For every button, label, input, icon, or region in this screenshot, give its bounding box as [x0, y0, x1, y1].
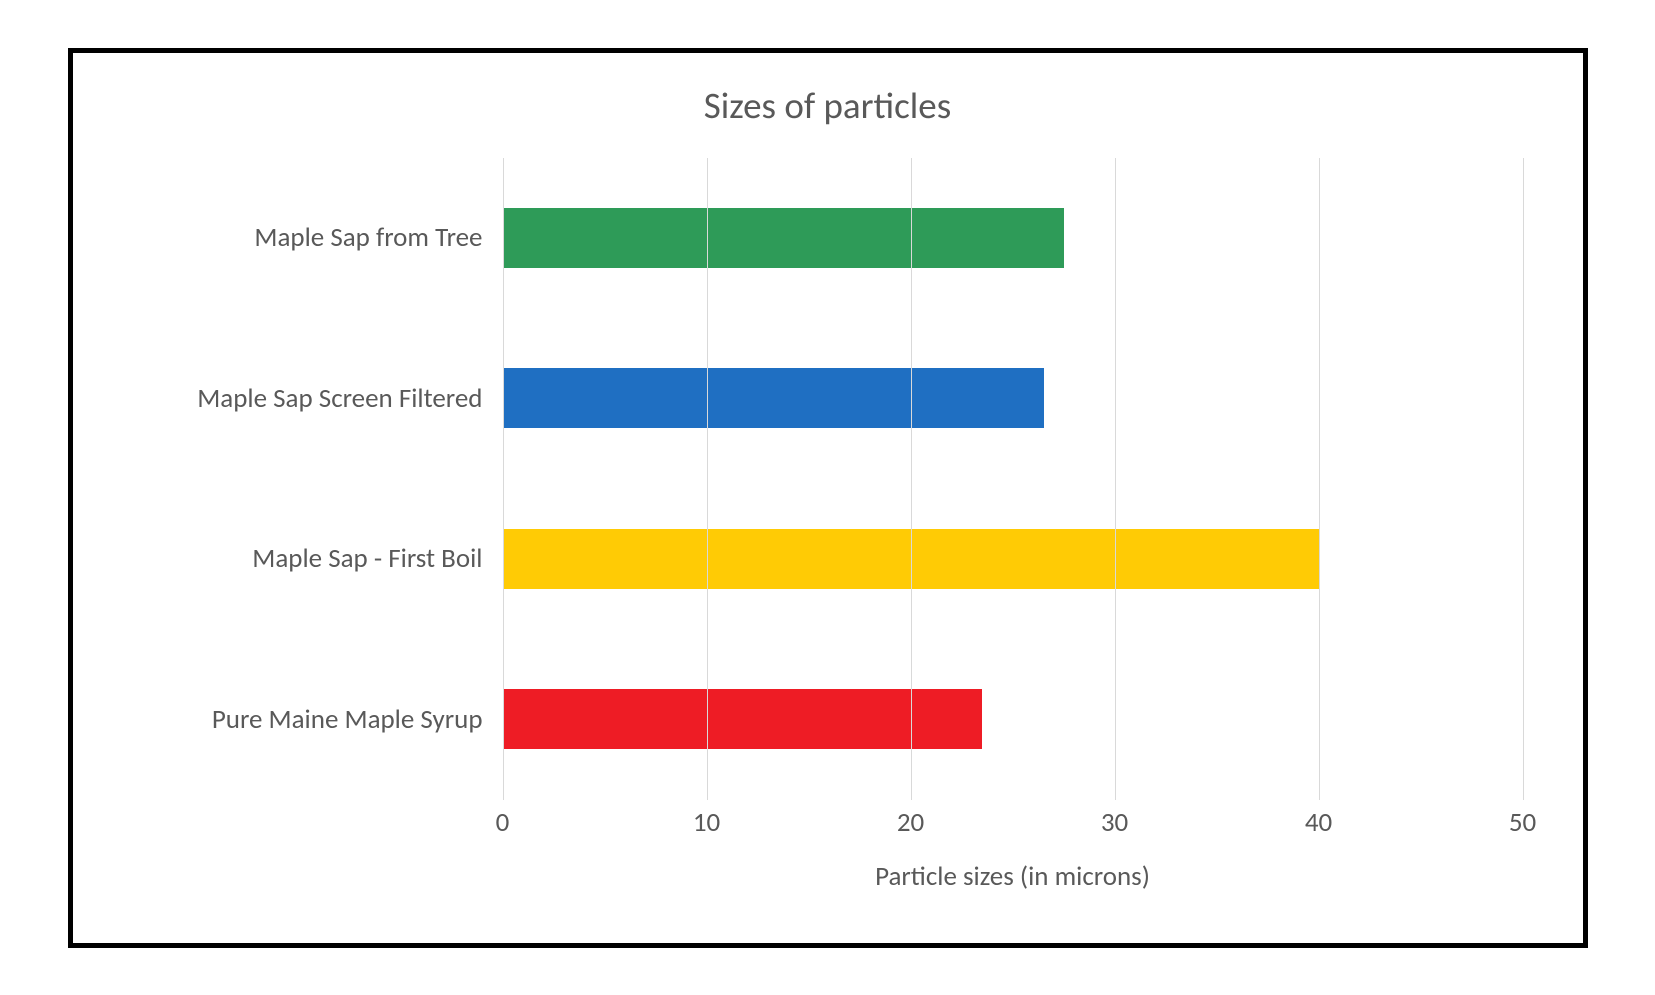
category-label: Maple Sap - First Boil	[133, 542, 483, 575]
gridline	[1115, 158, 1116, 800]
x-axis-title: Particle sizes (in microns)	[503, 860, 1523, 893]
x-title-spacer	[133, 860, 503, 893]
gridline	[911, 158, 912, 800]
x-tick-label: 50	[1509, 806, 1536, 839]
category-label: Maple Sap from Tree	[133, 221, 483, 254]
bar-slot	[504, 689, 1523, 749]
chart-body: Maple Sap from Tree Maple Sap Screen Filt…	[133, 158, 1523, 893]
x-title-row: Particle sizes (in microns)	[133, 860, 1523, 893]
bar-slot	[504, 368, 1523, 428]
x-axis-spacer	[133, 800, 503, 840]
bar-slot	[504, 529, 1523, 589]
x-tick-label: 30	[1101, 806, 1128, 839]
bar	[504, 208, 1064, 268]
x-axis-row: 01020304050	[133, 800, 1523, 840]
plot-row: Maple Sap from Tree Maple Sap Screen Filt…	[133, 158, 1523, 800]
category-label: Pure Maine Maple Syrup	[133, 703, 483, 736]
plot-area	[503, 158, 1523, 800]
x-axis-ticks: 01020304050	[503, 800, 1523, 840]
y-axis-labels: Maple Sap from Tree Maple Sap Screen Filt…	[133, 158, 503, 800]
x-tick-label: 20	[897, 806, 924, 839]
category-label: Maple Sap Screen Filtered	[133, 382, 483, 415]
x-tick-label: 40	[1305, 806, 1332, 839]
gridline	[1523, 158, 1524, 800]
x-tick-label: 10	[693, 806, 720, 839]
gridline	[1319, 158, 1320, 800]
chart-title: Sizes of particles	[133, 83, 1523, 128]
bar-slot	[504, 208, 1523, 268]
gridline	[707, 158, 708, 800]
bars-container	[504, 158, 1523, 800]
x-tick-label: 0	[496, 806, 510, 839]
bar	[504, 368, 1044, 428]
chart-frame: Sizes of particles Maple Sap from TreeMa…	[68, 48, 1588, 948]
